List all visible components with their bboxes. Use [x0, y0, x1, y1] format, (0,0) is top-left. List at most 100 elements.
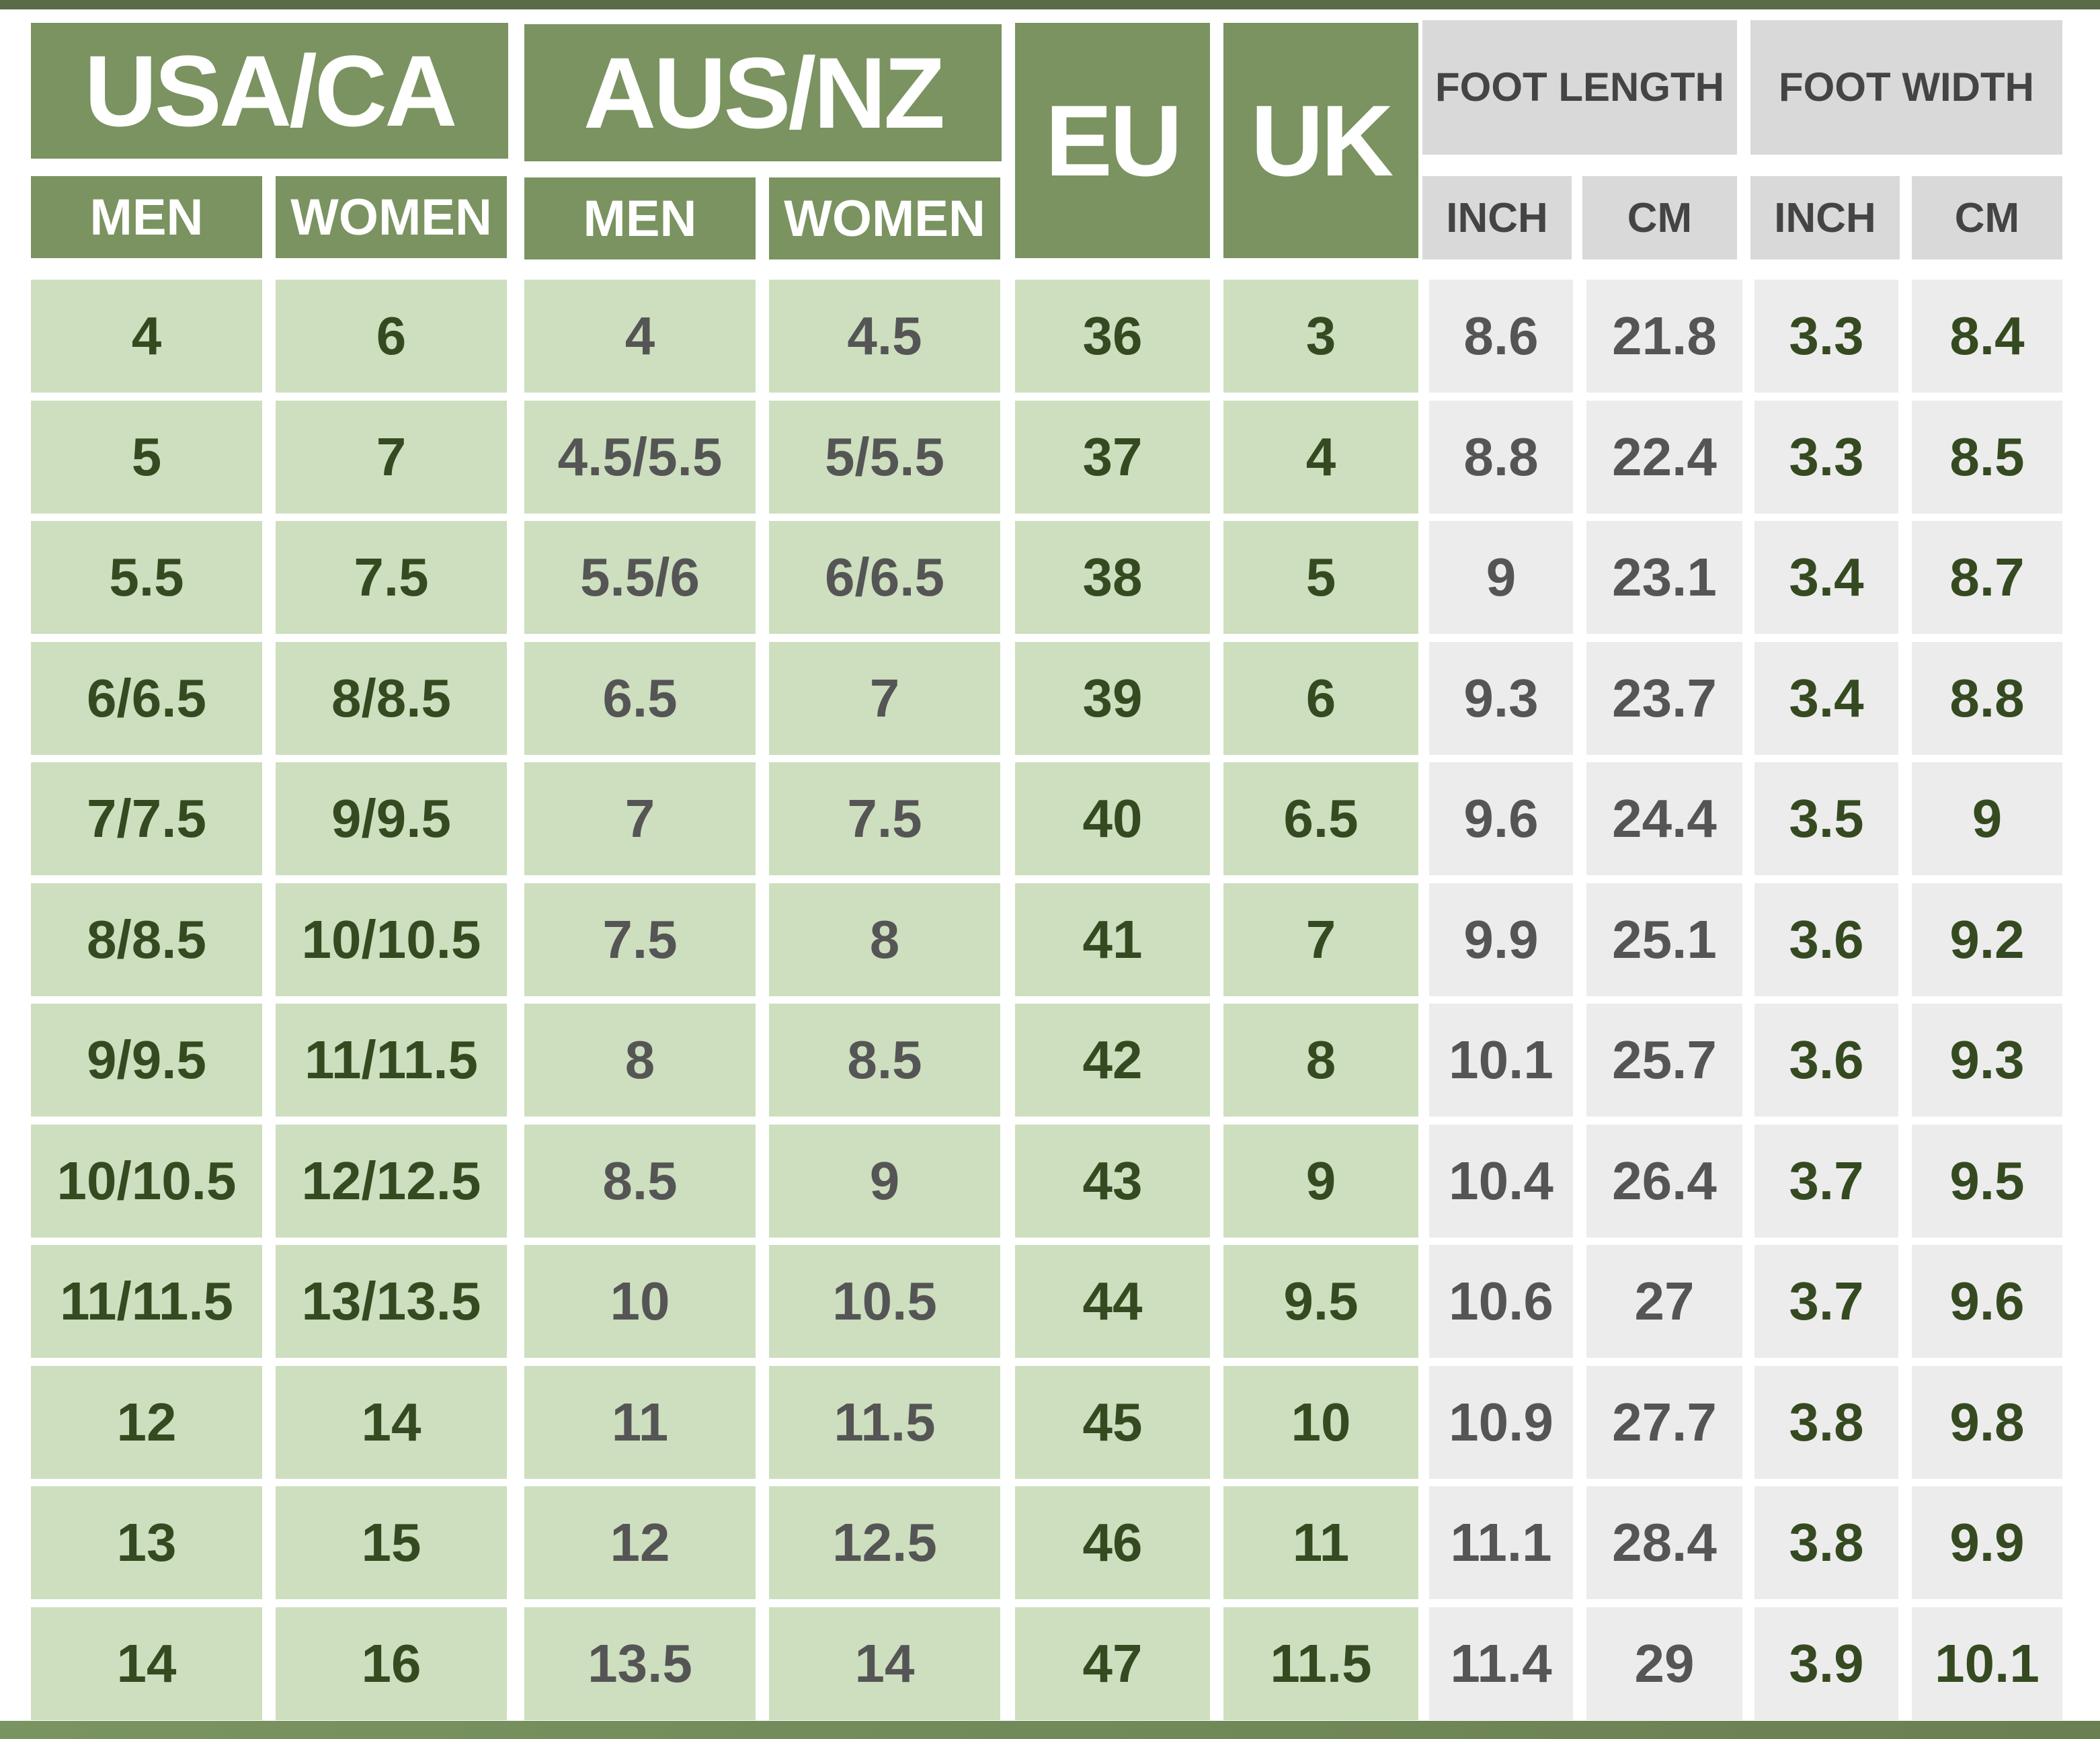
header-aus-nz: AUS/NZ: [524, 24, 1002, 161]
cell-usa-women: 11/11.5: [276, 1004, 507, 1117]
cell-usa-women: 15: [276, 1486, 507, 1599]
cell-usa-men: 13: [31, 1486, 262, 1599]
cell-width-inch: 3.4: [1754, 641, 1898, 755]
cell-width-inch: 3.7: [1754, 1124, 1898, 1238]
cell-aus-men: 7: [524, 762, 756, 875]
cell-width-inch: 3.6: [1754, 883, 1898, 996]
cell-uk: 6: [1223, 641, 1418, 755]
cell-aus-men: 6.5: [524, 641, 756, 755]
cell-uk: 9.5: [1223, 1245, 1418, 1358]
cell-usa-women: 9/9.5: [276, 762, 507, 875]
cell-length-inch: 8.8: [1429, 400, 1573, 514]
cell-usa-men: 6/6.5: [31, 641, 262, 755]
cell-length-cm: 27: [1586, 1245, 1742, 1358]
cell-usa-women: 8/8.5: [276, 641, 507, 755]
cell-length-cm: 26.4: [1586, 1124, 1742, 1238]
header-eu: EU: [1015, 23, 1210, 258]
cell-eu: 46: [1015, 1486, 1210, 1599]
cell-usa-men: 11/11.5: [31, 1245, 262, 1358]
cell-length-cm: 23.1: [1586, 521, 1742, 634]
cell-length-inch: 10.6: [1429, 1245, 1573, 1358]
cell-usa-women: 14: [276, 1365, 507, 1479]
cell-width-inch: 3.8: [1754, 1486, 1898, 1599]
cell-uk: 9: [1223, 1124, 1418, 1238]
cell-usa-men: 5.5: [31, 521, 262, 634]
cell-usa-men: 14: [31, 1607, 262, 1720]
cell-aus-women: 5/5.5: [769, 400, 1000, 514]
cell-uk: 8: [1223, 1004, 1418, 1117]
cell-length-inch: 10.1: [1429, 1004, 1573, 1117]
cell-usa-men: 7/7.5: [31, 762, 262, 875]
cell-width-cm: 9.2: [1912, 883, 2062, 996]
cell-aus-men: 7.5: [524, 883, 756, 996]
cell-length-inch: 9.3: [1429, 641, 1573, 755]
cell-aus-men: 10: [524, 1245, 756, 1358]
cell-uk: 11.5: [1223, 1607, 1418, 1720]
header-usa-ca: USA/CA: [31, 23, 508, 159]
cell-aus-men: 11: [524, 1365, 756, 1479]
cell-aus-men: 13.5: [524, 1607, 756, 1720]
cell-aus-women: 14: [769, 1607, 1000, 1720]
cell-width-inch: 3.4: [1754, 521, 1898, 634]
cell-length-cm: 24.4: [1586, 762, 1742, 875]
cell-usa-men: 10/10.5: [31, 1124, 262, 1238]
cell-width-inch: 3.6: [1754, 1004, 1898, 1117]
cell-aus-women: 6/6.5: [769, 521, 1000, 634]
cell-aus-women: 11.5: [769, 1365, 1000, 1479]
cell-usa-men: 5: [31, 400, 262, 514]
cell-uk: 5: [1223, 521, 1418, 634]
cell-uk: 10: [1223, 1365, 1418, 1479]
cell-eu: 41: [1015, 883, 1210, 996]
cell-length-cm: 27.7: [1586, 1365, 1742, 1479]
cell-width-inch: 3.9: [1754, 1607, 1898, 1720]
cell-usa-women: 16: [276, 1607, 507, 1720]
cell-eu: 36: [1015, 280, 1210, 393]
cell-aus-women: 7.5: [769, 762, 1000, 875]
cell-uk: 7: [1223, 883, 1418, 996]
cell-aus-men: 8.5: [524, 1124, 756, 1238]
cell-width-cm: 8.5: [1912, 400, 2062, 514]
cell-usa-men: 4: [31, 280, 262, 393]
cell-eu: 39: [1015, 641, 1210, 755]
header-uk: UK: [1223, 23, 1418, 258]
cell-aus-men: 8: [524, 1004, 756, 1117]
cell-usa-women: 6: [276, 280, 507, 393]
header-foot-length: FOOT LENGTH: [1422, 20, 1737, 155]
cell-usa-women: 12/12.5: [276, 1124, 507, 1238]
cell-eu: 40: [1015, 762, 1210, 875]
cell-eu: 38: [1015, 521, 1210, 634]
cell-width-cm: 9.9: [1912, 1486, 2062, 1599]
cell-length-inch: 11.1: [1429, 1486, 1573, 1599]
cell-length-cm: 21.8: [1586, 280, 1742, 393]
cell-aus-women: 10.5: [769, 1245, 1000, 1358]
cell-width-inch: 3.8: [1754, 1365, 1898, 1479]
cell-usa-men: 8/8.5: [31, 883, 262, 996]
cell-usa-men: 12: [31, 1365, 262, 1479]
cell-width-cm: 9.3: [1912, 1004, 2062, 1117]
cell-aus-men: 5.5/6: [524, 521, 756, 634]
cell-width-cm: 9.8: [1912, 1365, 2062, 1479]
cell-width-cm: 10.1: [1912, 1607, 2062, 1720]
cell-usa-women: 13/13.5: [276, 1245, 507, 1358]
header-foot-width: FOOT WIDTH: [1750, 20, 2062, 155]
top-border-bar: [0, 0, 2100, 9]
cell-aus-men: 12: [524, 1486, 756, 1599]
cell-width-inch: 3.3: [1754, 280, 1898, 393]
cell-length-inch: 10.4: [1429, 1124, 1573, 1238]
cell-aus-women: 8: [769, 883, 1000, 996]
cell-aus-men: 4.5/5.5: [524, 400, 756, 514]
cell-uk: 6.5: [1223, 762, 1418, 875]
subheader-usa-men: MEN: [31, 176, 262, 258]
cell-width-cm: 9: [1912, 762, 2062, 875]
subheader-width-cm: CM: [1912, 176, 2062, 259]
cell-eu: 42: [1015, 1004, 1210, 1117]
cell-length-cm: 29: [1586, 1607, 1742, 1720]
cell-uk: 11: [1223, 1486, 1418, 1599]
cell-length-inch: 9.9: [1429, 883, 1573, 996]
cell-usa-women: 7.5: [276, 521, 507, 634]
cell-usa-women: 10/10.5: [276, 883, 507, 996]
cell-usa-men: 9/9.5: [31, 1004, 262, 1117]
cell-length-cm: 23.7: [1586, 641, 1742, 755]
cell-width-cm: 8.8: [1912, 641, 2062, 755]
cell-width-cm: 8.4: [1912, 280, 2062, 393]
